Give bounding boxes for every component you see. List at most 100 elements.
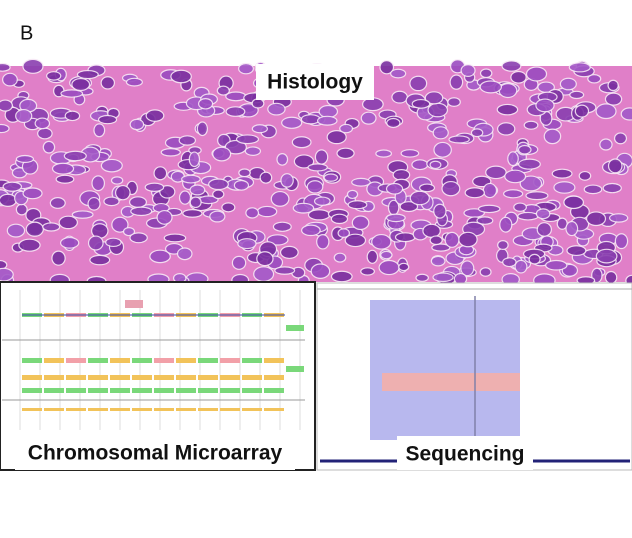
nucleus [63,150,87,162]
nucleus [479,80,503,94]
nucleus [310,263,331,279]
nucleus [528,253,541,265]
array-segment [88,408,108,411]
nucleus [253,266,275,282]
nucleus [337,228,351,239]
nucleus [496,103,519,116]
nucleus [346,189,359,200]
nucleus [46,71,62,81]
array-segment [242,388,262,393]
array-segment [286,366,304,372]
nucleus [276,153,289,166]
nucleus [409,75,428,92]
nucleus [93,123,106,138]
nucleus [411,159,429,171]
nucleus [587,73,602,84]
array-segment [110,408,130,411]
array-segment [264,408,284,411]
nucleus [430,255,446,267]
nucleus [351,215,370,231]
nucleus [76,69,99,80]
nucleus [122,227,136,237]
nucleus [91,175,106,192]
nucleus [267,102,286,116]
nucleus [583,184,603,195]
array-segment [88,388,108,393]
nucleus [316,234,330,250]
nucleus [613,132,628,145]
nucleus [221,202,236,213]
array-segment [132,358,152,363]
nucleus [323,173,339,182]
nucleus [504,169,527,184]
nucleus [0,99,13,112]
nucleus [22,187,43,200]
nucleus [499,216,513,233]
nucleus [103,196,120,207]
nucleus [503,189,524,199]
nucleus [614,233,629,250]
nucleus [518,158,541,170]
nucleus [18,238,41,252]
array-segment [88,358,108,363]
nucleus [307,163,328,172]
array-segment [154,358,174,363]
nucleus [565,220,579,237]
array-segment [132,375,152,380]
array-segment [88,375,108,380]
nucleus [563,195,585,210]
array-segment [66,408,86,411]
nucleus [460,260,475,277]
nucleus [128,196,147,208]
nucleus [34,117,51,130]
nucleus [477,204,501,214]
nucleus [114,184,131,201]
nucleus [281,116,303,129]
nucleus [196,121,209,137]
nucleus [42,222,61,232]
nucleus [330,270,353,283]
nucleus [237,238,257,250]
nucleus [42,140,56,154]
nucleus [449,74,464,90]
nucleus [111,216,129,233]
nucleus [607,158,623,174]
nucleus [559,77,577,91]
nucleus [37,127,53,140]
nucleus [366,249,379,264]
nucleus [292,202,315,214]
nucleus [510,70,527,84]
array-segment [286,325,304,331]
nucleus [314,149,329,165]
nucleus [409,190,430,206]
nucleus [149,249,171,264]
nucleus [163,233,187,243]
nucleus [182,209,203,218]
nucleus [280,173,294,188]
nucleus [444,231,460,248]
nucleus [386,117,401,129]
nucleus [585,211,607,227]
nucleus [125,77,143,87]
array-segment [220,388,240,393]
nucleus [514,259,528,274]
array-segment [132,388,152,393]
array-segment [220,408,240,411]
nucleus [339,123,354,134]
nucleus [535,98,555,113]
nucleus [460,64,476,77]
nucleus [464,187,485,199]
nucleus [105,237,122,248]
array-segment [110,358,130,363]
nucleus [523,120,539,130]
array-segment [198,388,218,393]
nucleus [216,85,230,96]
nucleus [470,128,484,138]
nucleus [543,128,562,145]
nucleus [238,62,254,75]
array-segment [198,375,218,380]
nucleus [51,250,66,266]
nucleus [351,177,371,187]
nucleus [479,267,492,277]
nucleus [448,135,470,144]
